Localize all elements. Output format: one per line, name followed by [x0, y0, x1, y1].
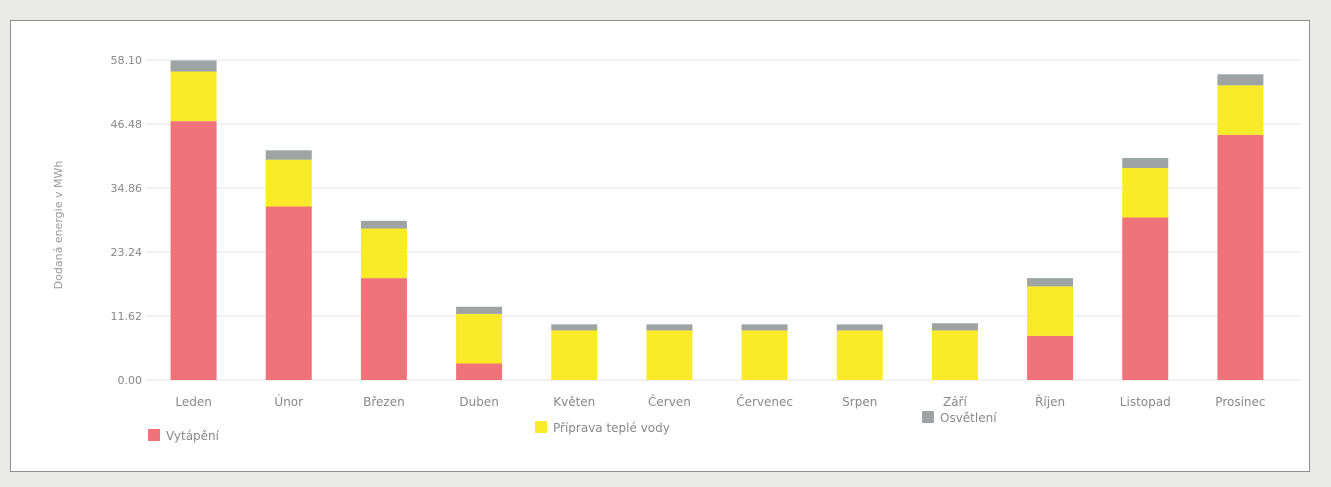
legend-label: Příprava teplé vody: [553, 421, 670, 435]
bar-segment-heating: [170, 121, 217, 380]
bar-segment-lighting: [836, 324, 883, 331]
y-tick-label: 23.24: [111, 246, 143, 259]
bar-segment-hot-water: [931, 330, 978, 380]
x-axis-ticks: Leden Únor Březen Duben Květen Červen Červenec…: [175, 394, 1265, 409]
bar-segment-hot-water: [360, 228, 407, 279]
y-tick-label: 34.86: [111, 182, 143, 195]
x-tick-label: Říjen: [1035, 394, 1065, 409]
bar-segment-hot-water: [836, 330, 883, 380]
bar-segment-hot-water: [1122, 167, 1169, 218]
x-tick-label: Duben: [459, 395, 498, 409]
bar-segment-lighting: [551, 324, 598, 331]
bar-segment-hot-water: [741, 330, 788, 380]
bar-segment-lighting: [456, 306, 503, 314]
bar-segment-heating: [1217, 134, 1264, 380]
bar-segment-hot-water: [646, 330, 693, 380]
bar-segment-lighting: [265, 150, 312, 160]
legend: Vytápění Příprava teplé vody Osvětlení: [148, 411, 997, 443]
bar-segment-heating: [1027, 335, 1074, 380]
bar-segment-heating: [456, 363, 503, 380]
x-tick-label: Listopad: [1120, 395, 1171, 409]
x-tick-label: Červenec: [736, 394, 793, 409]
bar-segment-lighting: [741, 324, 788, 331]
bar-segment-lighting: [1027, 278, 1074, 287]
bar-segment-hot-water: [1027, 286, 1074, 336]
y-axis-label: Dodaná energie v MWh: [52, 161, 65, 290]
x-tick-label: Únor: [274, 394, 303, 409]
bar-segment-lighting: [170, 60, 217, 72]
bar-segment-lighting: [931, 323, 978, 331]
bar-segment-hot-water: [265, 159, 312, 207]
bar-segment-heating: [265, 206, 312, 380]
legend-swatch: [535, 421, 547, 433]
x-tick-label: Březen: [363, 395, 405, 409]
legend-label: Vytápění: [166, 429, 220, 443]
gridlines: [146, 59, 1300, 381]
bar-segment-lighting: [646, 324, 693, 331]
y-tick-label: 11.62: [111, 310, 143, 323]
bar-segment-hot-water: [551, 330, 598, 380]
y-axis-ticks: 0.00 11.62 23.24 34.86 46.48 58.10: [111, 54, 143, 387]
y-tick-label: 46.48: [111, 118, 143, 131]
bar-segment-hot-water: [170, 71, 217, 122]
bar-segment-hot-water: [1217, 85, 1264, 135]
x-tick-label: Prosinec: [1215, 395, 1265, 409]
x-tick-label: Květen: [553, 395, 595, 409]
bar-segment-lighting: [1217, 74, 1264, 86]
bar-segment-hot-water: [456, 313, 503, 364]
legend-swatch: [922, 411, 934, 423]
bar-segment-heating: [360, 278, 407, 380]
x-tick-label: Září: [943, 395, 968, 409]
chart-frame: [10, 20, 1310, 472]
bar-segment-lighting: [1122, 158, 1169, 168]
bar-segment-lighting: [360, 220, 407, 229]
x-tick-label: Červen: [648, 394, 691, 409]
x-tick-label: Srpen: [842, 395, 877, 409]
legend-swatch: [148, 429, 160, 441]
y-tick-label: 58.10: [111, 54, 143, 67]
legend-label: Osvětlení: [940, 411, 997, 425]
y-tick-label: 0.00: [118, 374, 143, 387]
bar-segment-heating: [1122, 217, 1169, 380]
bars: [170, 60, 1264, 380]
x-tick-label: Leden: [175, 395, 211, 409]
